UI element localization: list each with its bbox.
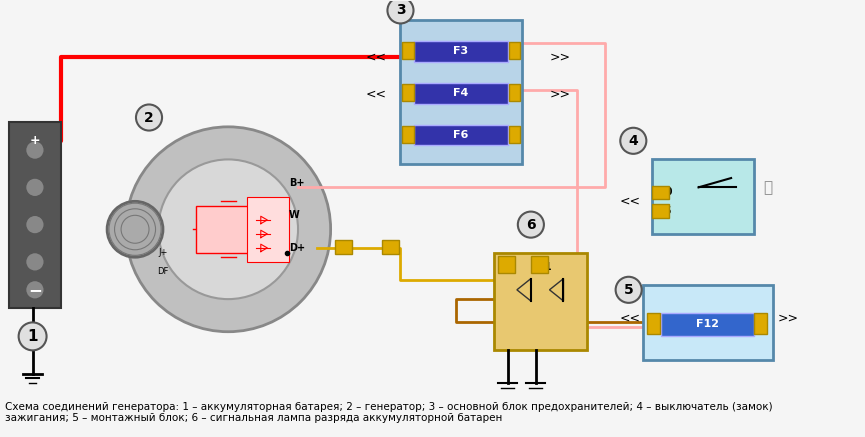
Text: 6: 6 (526, 218, 535, 232)
Text: D+: D+ (289, 243, 304, 253)
Text: F4: F4 (453, 88, 469, 98)
Circle shape (26, 178, 44, 197)
Bar (195, 206, 260, 253)
Text: 🔑: 🔑 (764, 180, 772, 195)
Text: J+: J+ (158, 248, 168, 257)
Bar (754, 313, 767, 333)
Text: Схема соединений генератора: 1 – аккумуляторная батарея; 2 – генератор; 3 – осно: Схема соединений генератора: 1 – аккумул… (4, 402, 772, 423)
Bar (402, 126, 413, 142)
Bar (661, 313, 754, 336)
Circle shape (26, 141, 44, 160)
Bar (647, 313, 660, 333)
Circle shape (125, 127, 330, 332)
Bar (531, 256, 548, 273)
Text: F3: F3 (453, 46, 469, 56)
Text: DF: DF (157, 267, 169, 276)
Text: F6: F6 (453, 130, 469, 140)
Bar (652, 185, 669, 199)
Bar (509, 42, 520, 59)
Circle shape (136, 104, 162, 131)
Circle shape (26, 215, 44, 234)
Bar (402, 42, 413, 59)
Text: F12: F12 (696, 319, 720, 329)
Bar (643, 285, 773, 360)
Text: >>: >> (549, 88, 571, 101)
Bar (336, 240, 352, 254)
Bar (652, 160, 754, 234)
Bar (247, 197, 289, 262)
Text: +: + (29, 134, 41, 147)
Text: 2: 2 (144, 111, 154, 125)
Text: <<: << (619, 311, 641, 324)
Bar (414, 83, 508, 104)
Text: −: − (28, 281, 42, 299)
Bar (402, 84, 413, 101)
Bar (494, 253, 586, 350)
Text: W: W (289, 210, 299, 220)
Text: 1: 1 (28, 329, 38, 344)
Text: B+: B+ (289, 178, 304, 188)
Bar (509, 126, 520, 142)
Text: >>: >> (549, 51, 571, 63)
Circle shape (616, 277, 642, 303)
Text: <<: << (366, 51, 387, 63)
Text: >>: >> (778, 311, 798, 324)
Bar (652, 204, 669, 218)
Text: 30: 30 (659, 187, 673, 197)
Bar (414, 41, 508, 62)
Circle shape (19, 323, 47, 350)
Bar (381, 240, 399, 254)
Text: 3: 3 (395, 3, 406, 17)
Text: 15: 15 (659, 206, 673, 215)
Circle shape (26, 253, 44, 271)
Bar (400, 20, 522, 164)
Circle shape (107, 201, 163, 257)
Circle shape (518, 212, 544, 238)
Text: 4: 4 (629, 134, 638, 148)
Bar (10, 122, 61, 309)
Circle shape (620, 128, 646, 154)
Circle shape (158, 160, 298, 299)
Bar (509, 84, 520, 101)
Text: 32: 32 (501, 261, 515, 271)
Bar (414, 125, 508, 146)
Text: 5: 5 (624, 283, 633, 297)
Text: <<: << (619, 195, 641, 208)
Circle shape (26, 281, 44, 299)
Text: 21: 21 (538, 261, 552, 271)
Text: <<: << (366, 88, 387, 101)
Circle shape (388, 0, 413, 24)
Bar (498, 256, 515, 273)
